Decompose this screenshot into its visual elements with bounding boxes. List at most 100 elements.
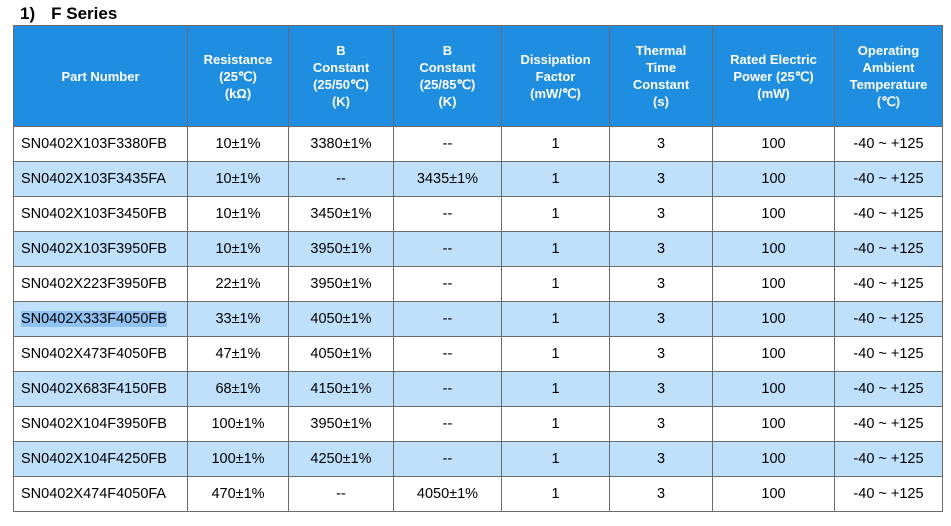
rated-power-cell: 100 [712,196,835,232]
operating-temperature-cell: -40 ~ +125 [834,406,943,442]
dissipation-factor-cell: 1 [501,371,610,407]
table-row: SN0402X104F3950FB 100±1% 3950±1% -- 1 3 100 -40… [13,406,943,442]
b-constant-25-50-cell: -- [288,476,394,512]
resistance-cell: 100±1% [187,441,289,477]
table-row: SN0402X103F3450FB 10±1% 3450±1% -- 1 3 100 -40 … [13,196,943,232]
b-constant-25-85-cell: -- [393,406,502,442]
resistance-cell: 470±1% [187,476,289,512]
dissipation-factor-cell: 1 [501,406,610,442]
b-constant-25-50-cell: -- [288,161,394,197]
b-constant-25-85-cell: 4050±1% [393,476,502,512]
table-row: SN0402X683F4150FB 68±1% 4150±1% -- 1 3 100 -40 … [13,371,943,407]
part-number-cell: SN0402X103F3450FB [13,196,188,232]
table-row: SN0402X103F3380FB 10±1% 3380±1% -- 1 3 100 -40 … [13,126,943,162]
part-number-text[interactable]: SN0402X103F3435FA [21,171,167,187]
part-number-cell: SN0402X474F4050FA [13,476,188,512]
part-number-text[interactable]: SN0402X473F4050FB [21,346,167,362]
rated-power-cell: 100 [712,441,835,477]
part-number-cell: SN0402X683F4150FB [13,371,188,407]
b-constant-25-50-cell: 3380±1% [288,126,394,162]
rated-power-cell: 100 [712,231,835,267]
header-thermal-time-constant: Thermal Time Constant (s) [609,25,713,127]
thermal-time-constant-cell: 3 [609,161,713,197]
table-row: SN0402X473F4050FB 47±1% 4050±1% -- 1 3 100 -40 … [13,336,943,372]
part-number-text[interactable]: SN0402X103F3450FB [21,206,167,222]
b-constant-25-50-cell: 4050±1% [288,301,394,337]
part-number-text[interactable]: SN0402X103F3950FB [21,241,167,257]
resistance-cell: 10±1% [187,126,289,162]
part-number-text[interactable]: SN0402X104F4250FB [21,451,167,467]
resistance-cell: 10±1% [187,196,289,232]
header-b-constant-25-50: B Constant (25/50℃) (K) [288,25,394,127]
b-constant-25-50-cell: 4050±1% [288,336,394,372]
part-number-cell: SN0402X223F3950FB [13,266,188,302]
resistance-cell: 68±1% [187,371,289,407]
header-operating-temperature: Operating Ambient Temperature (℃) [834,25,943,127]
rated-power-cell: 100 [712,161,835,197]
thermal-time-constant-cell: 3 [609,266,713,302]
b-constant-25-85-cell: -- [393,231,502,267]
operating-temperature-cell: -40 ~ +125 [834,476,943,512]
part-number-text[interactable]: SN0402X474F4050FA [21,486,167,502]
operating-temperature-cell: -40 ~ +125 [834,336,943,372]
dissipation-factor-cell: 1 [501,301,610,337]
part-number-cell: SN0402X333F4050FB [13,301,188,337]
thermal-time-constant-cell: 3 [609,196,713,232]
operating-temperature-cell: -40 ~ +125 [834,126,943,162]
thermal-time-constant-cell: 3 [609,476,713,512]
table-row: SN0402X223F3950FB 22±1% 3950±1% -- 1 3 100 -40 … [13,266,943,302]
section-number: 1) [20,4,36,23]
b-constant-25-85-cell: -- [393,371,502,407]
part-number-cell: SN0402X473F4050FB [13,336,188,372]
b-constant-25-50-cell: 3950±1% [288,266,394,302]
b-constant-25-85-cell: -- [393,301,502,337]
part-number-text[interactable]: SN0402X223F3950FB [21,276,167,292]
part-number-text[interactable]: SN0402X333F4050FB [21,311,167,327]
part-number-text[interactable]: SN0402X683F4150FB [21,381,167,397]
table-body: SN0402X103F3380FB 10±1% 3380±1% -- 1 3 100 -40 … [13,126,943,512]
part-number-text[interactable]: SN0402X104F3950FB [21,416,167,432]
resistance-cell: 10±1% [187,231,289,267]
rated-power-cell: 100 [712,406,835,442]
thermal-time-constant-cell: 3 [609,231,713,267]
operating-temperature-cell: -40 ~ +125 [834,231,943,267]
header-dissipation-factor: Dissipation Factor (mW/℃) [501,25,610,127]
rated-power-cell: 100 [712,371,835,407]
table-row: SN0402X333F4050FB 33±1% 4050±1% -- 1 3 100 -40 … [13,301,943,337]
operating-temperature-cell: -40 ~ +125 [834,266,943,302]
table-row: SN0402X474F4050FA 470±1% -- 4050±1% 1 3 100 -40… [13,476,943,512]
section-heading: 1) F Series [20,3,117,25]
b-constant-25-50-cell: 3950±1% [288,406,394,442]
table-row: SN0402X104F4250FB 100±1% 4250±1% -- 1 3 100 -40… [13,441,943,477]
dissipation-factor-cell: 1 [501,336,610,372]
resistance-cell: 10±1% [187,161,289,197]
dissipation-factor-cell: 1 [501,476,610,512]
rated-power-cell: 100 [712,476,835,512]
header-resistance: Resistance (25℃) (kΩ) [187,25,289,127]
b-constant-25-50-cell: 3450±1% [288,196,394,232]
header-part-number: Part Number [13,25,188,127]
rated-power-cell: 100 [712,301,835,337]
f-series-spec-table: Part Number Resistance (25℃) (kΩ) B Cons… [13,25,943,512]
b-constant-25-85-cell: -- [393,336,502,372]
thermal-time-constant-cell: 3 [609,301,713,337]
part-number-text[interactable]: SN0402X103F3380FB [21,136,167,152]
operating-temperature-cell: -40 ~ +125 [834,161,943,197]
resistance-cell: 100±1% [187,406,289,442]
operating-temperature-cell: -40 ~ +125 [834,371,943,407]
b-constant-25-50-cell: 4250±1% [288,441,394,477]
resistance-cell: 33±1% [187,301,289,337]
dissipation-factor-cell: 1 [501,266,610,302]
operating-temperature-cell: -40 ~ +125 [834,196,943,232]
resistance-cell: 47±1% [187,336,289,372]
part-number-cell: SN0402X103F3380FB [13,126,188,162]
thermal-time-constant-cell: 3 [609,371,713,407]
table-row: SN0402X103F3950FB 10±1% 3950±1% -- 1 3 100 -40 … [13,231,943,267]
operating-temperature-cell: -40 ~ +125 [834,301,943,337]
b-constant-25-85-cell: -- [393,126,502,162]
part-number-cell: SN0402X104F3950FB [13,406,188,442]
dissipation-factor-cell: 1 [501,231,610,267]
dissipation-factor-cell: 1 [501,126,610,162]
b-constant-25-50-cell: 3950±1% [288,231,394,267]
b-constant-25-85-cell: -- [393,266,502,302]
